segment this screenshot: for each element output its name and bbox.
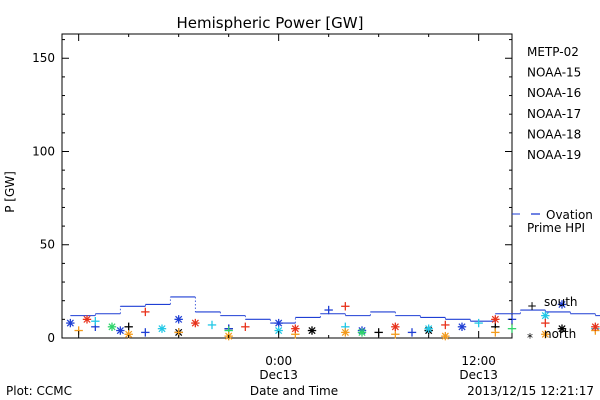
south-marker: [507, 324, 517, 333]
marker-stroke: [541, 330, 549, 338]
marker-stroke: [291, 325, 299, 333]
north-marker: [424, 324, 433, 333]
north-marker: [391, 322, 400, 332]
north-marker: [341, 328, 350, 337]
marker-stroke: [175, 315, 183, 323]
series-noaa-15: [66, 300, 567, 337]
marker-key-north: north: [544, 327, 576, 341]
north-marker: [116, 326, 125, 335]
south-marker: [324, 305, 333, 315]
x-tick-time-label: 12:00: [461, 354, 496, 368]
marker-stroke: [541, 312, 549, 320]
y-tick-label: 0: [47, 331, 55, 345]
plot-frame: [61, 33, 513, 339]
marker-stroke: [108, 323, 116, 331]
north-marker: [174, 315, 183, 324]
north-marker: [591, 322, 600, 332]
chart-title: Hemispheric Power [GW]: [177, 14, 364, 32]
south-marker: [491, 328, 500, 337]
marker-key-south: south: [544, 295, 578, 309]
marker-key-symbol: *: [527, 331, 533, 345]
marker-stroke: [125, 330, 133, 338]
x-tick-date-label: Dec13: [259, 368, 298, 382]
marker-stroke: [66, 319, 74, 327]
marker-key-symbol: +: [527, 299, 537, 313]
south-marker: [141, 328, 150, 337]
marker-stroke: [308, 326, 316, 335]
marker-stroke: [358, 328, 366, 336]
marker-stroke: [341, 328, 349, 336]
south-marker: [124, 322, 133, 332]
legend-ovation-label-1: Ovation: [546, 208, 593, 222]
north-marker: [541, 311, 550, 320]
north-marker: [191, 318, 200, 328]
north-marker: [457, 322, 467, 332]
marker-stroke: [425, 325, 433, 333]
south-marker: [207, 320, 217, 330]
south-marker: [541, 318, 550, 328]
x-tick-date-label: Dec13: [459, 368, 498, 382]
north-marker: [82, 315, 92, 324]
north-marker: [107, 322, 117, 332]
marker-stroke: [558, 325, 566, 333]
north-marker: [557, 300, 567, 309]
markers-layer: [66, 300, 600, 341]
x-axis-label: Date and Time: [250, 384, 338, 398]
legend-ovation-label-2: Prime HPI: [527, 221, 585, 235]
north-marker: [357, 328, 367, 337]
x-tick-time-label: 0:00: [265, 354, 292, 368]
legend-noaa-18: NOAA-18: [527, 127, 581, 141]
marker-stroke: [441, 332, 449, 340]
south-marker: [241, 322, 250, 332]
marker-stroke: [558, 300, 566, 309]
footer-timestamp: 2013/12/15 12:21:17: [467, 384, 594, 398]
marker-stroke: [458, 323, 466, 331]
south-marker: [407, 328, 417, 337]
marker-stroke: [83, 315, 91, 323]
axes-layer: 0501001500:00Dec1312:00Dec130:00Dec1412:…: [32, 34, 512, 382]
footer-plot-credit: Plot: CCMC: [6, 384, 72, 398]
marker-stroke: [491, 315, 499, 323]
marker-stroke: [116, 326, 124, 335]
north-marker: [491, 315, 500, 324]
marker-stroke: [391, 323, 399, 331]
y-tick-label: 50: [40, 238, 55, 252]
north-marker: [291, 324, 300, 333]
south-marker: [91, 317, 100, 326]
north-marker: [274, 318, 283, 328]
south-marker: [474, 318, 483, 328]
y-axis-label: P [GW]: [3, 171, 17, 213]
marker-stroke: [158, 325, 166, 333]
y-tick-label: 100: [32, 144, 55, 158]
north-marker: [541, 330, 550, 339]
marker-stroke: [275, 319, 283, 327]
legend: METP-02 NOAA-15 NOAA-16 NOAA-17 NOAA-18 NOAA-…: [512, 45, 593, 345]
marker-stroke: [591, 323, 599, 331]
north-marker: [441, 331, 450, 341]
marker-stroke: [191, 319, 199, 327]
south-marker: [391, 330, 400, 339]
legend-metp-02: METP-02: [527, 45, 579, 59]
legend-noaa-16: NOAA-16: [527, 86, 581, 100]
y-tick-label: 150: [32, 51, 55, 65]
north-marker: [307, 326, 317, 335]
legend-noaa-15: NOAA-15: [527, 66, 581, 80]
south-marker: [441, 320, 450, 330]
series-noaa-19: [82, 302, 600, 333]
plot-area: [61, 33, 513, 339]
south-marker: [341, 302, 350, 311]
north-marker: [66, 318, 75, 328]
legend-noaa-19: NOAA-19: [527, 148, 581, 162]
series-noaa-17: [107, 322, 517, 337]
legend-noaa-17: NOAA-17: [527, 107, 581, 121]
north-marker: [557, 324, 567, 333]
south-marker: [141, 307, 150, 317]
ovation-layer: [70, 296, 600, 324]
marker-stroke: [275, 326, 283, 335]
north-marker: [157, 324, 167, 333]
